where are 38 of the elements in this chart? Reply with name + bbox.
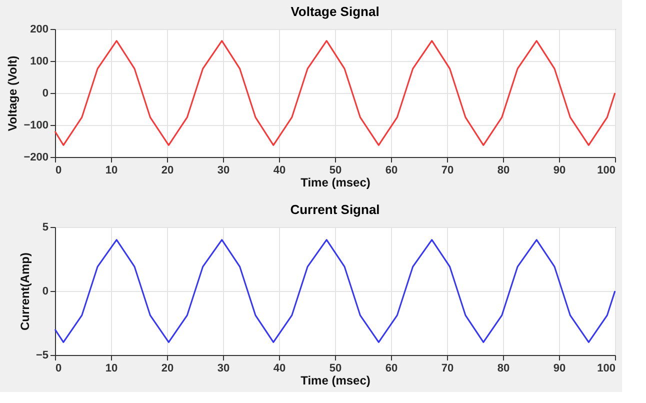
x-tick-label: 40 <box>273 362 286 374</box>
x-tick-label: 50 <box>329 362 342 374</box>
y-tick-label: 5 <box>42 222 48 234</box>
y-tick-label: 200 <box>30 24 48 36</box>
x-tick-label: 60 <box>385 362 398 374</box>
x-tick-label: 10 <box>105 362 118 374</box>
y-tick-label: −5 <box>36 350 48 362</box>
x-tick-label: 30 <box>217 164 230 176</box>
x-tick-label: 80 <box>497 164 510 176</box>
y-axis-title: Voltage (Volt) <box>6 56 20 132</box>
y-axis-title: Current(Amp) <box>18 252 32 330</box>
y-tick-label: 100 <box>30 56 48 68</box>
x-axis-title: Time (msec) <box>300 176 370 190</box>
x-tick-label: 80 <box>497 362 510 374</box>
line-series <box>54 239 616 343</box>
x-tick-label: 90 <box>553 164 566 176</box>
x-axis-title: Time (msec) <box>300 374 370 388</box>
x-tick-label: 0 <box>56 164 62 176</box>
x-tick-label: 100 <box>597 362 616 374</box>
y-tick-label: −100 <box>24 120 48 132</box>
x-tick-label: 70 <box>441 362 454 374</box>
x-tick-label: 60 <box>385 164 398 176</box>
line-series <box>54 40 616 146</box>
x-tick-label: 100 <box>597 164 616 176</box>
x-tick-label: 50 <box>329 164 342 176</box>
x-tick-label: 20 <box>161 164 174 176</box>
x-tick-label: 10 <box>105 164 118 176</box>
x-tick-label: 70 <box>441 164 454 176</box>
chart-title: Current Signal <box>290 202 380 217</box>
y-tick-label: −200 <box>24 152 48 164</box>
y-tick-label: 0 <box>42 88 48 100</box>
x-tick-label: 90 <box>553 362 566 374</box>
x-tick-label: 30 <box>217 362 230 374</box>
chart-title: Voltage Signal <box>290 4 380 19</box>
y-tick-label: 0 <box>42 286 48 298</box>
x-tick-label: 0 <box>56 362 62 374</box>
x-tick-label: 20 <box>161 362 174 374</box>
x-tick-label: 40 <box>273 164 286 176</box>
